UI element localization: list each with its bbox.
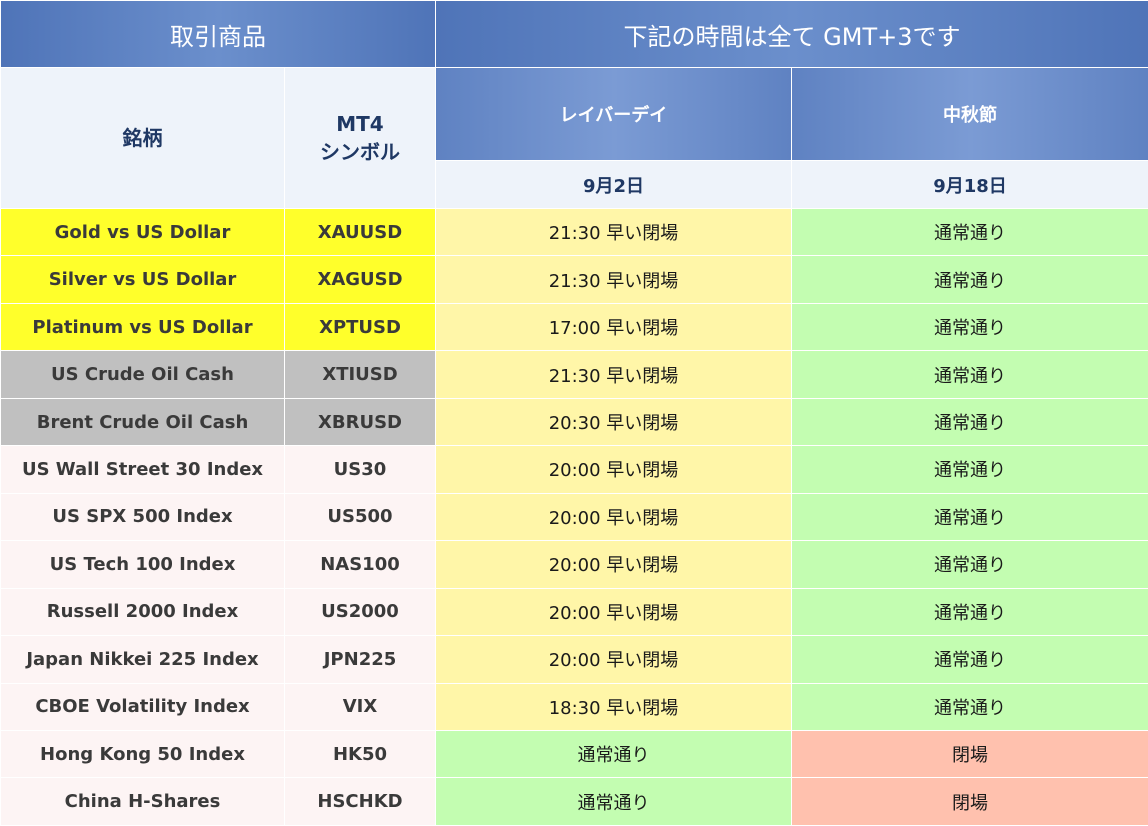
mid-autumn-schedule: 通常通り xyxy=(790,302,1148,352)
instrument-symbol: VIX xyxy=(284,682,436,731)
table-row: China H-Shares HSCHKD 通常通り 閉場 xyxy=(0,777,1148,826)
table-row: Silver vs US Dollar XAGUSD 21:30 早い閉場 通常通り xyxy=(0,255,1148,304)
table-row: Russell 2000 Index US2000 20:00 早い閉場 通常通り xyxy=(0,587,1148,637)
timezone-header: 下記の時間は全て GMT+3です xyxy=(434,0,1148,68)
instrument-name: US Wall Street 30 Index xyxy=(0,445,285,494)
mid-autumn-schedule: 通常通り xyxy=(790,397,1148,447)
table-row: US Wall Street 30 Index US30 20:00 早い閉場 通常通… xyxy=(0,445,1148,494)
mid-autumn-schedule: 通常通り xyxy=(790,207,1148,257)
table-row: Platinum vs US Dollar XPTUSD 17:00 早い閉場 通常通… xyxy=(0,302,1148,352)
labor-day-schedule: 20:00 早い閉場 xyxy=(435,445,792,494)
table-row: US Crude Oil Cash XTIUSD 21:30 早い閉場 通常通り xyxy=(0,350,1148,399)
instrument-symbol: XAGUSD xyxy=(284,255,436,304)
instrument-symbol: NAS100 xyxy=(284,540,436,589)
instrument-name: Silver vs US Dollar xyxy=(0,255,285,304)
instrument-symbol: XPTUSD xyxy=(284,302,436,352)
instrument-name: Russell 2000 Index xyxy=(0,587,285,637)
holiday-date-row: 9月2日 9月18日 xyxy=(1,160,1148,209)
instrument-symbol: US500 xyxy=(284,492,436,542)
labor-day-schedule: 20:00 早い閉場 xyxy=(435,635,792,684)
holiday-name-row: 銘柄 MT4 シンボル レイバーデイ 中秋節 xyxy=(0,67,1148,209)
instrument-name: Gold vs US Dollar xyxy=(0,207,285,257)
symbol-column-header: MT4 シンボル xyxy=(284,67,436,209)
labor-day-schedule: 21:30 早い閉場 xyxy=(435,350,792,399)
date-mid-autumn: 9月18日 xyxy=(790,160,1148,209)
mid-autumn-schedule: 通常通り xyxy=(790,635,1148,684)
labor-day-schedule: 通常通り xyxy=(435,777,792,826)
mid-autumn-schedule: 通常通り xyxy=(790,587,1148,637)
labor-day-schedule: 21:30 早い閉場 xyxy=(435,207,792,257)
instrument-name: China H-Shares xyxy=(0,777,285,826)
instrument-symbol: JPN225 xyxy=(284,635,436,684)
labor-day-schedule: 17:00 早い閉場 xyxy=(435,302,792,352)
mid-autumn-schedule: 通常通り xyxy=(790,350,1148,399)
mid-autumn-schedule: 通常通り xyxy=(790,682,1148,731)
instrument-name: Hong Kong 50 Index xyxy=(0,729,285,779)
table-row: CBOE Volatility Index VIX 18:30 早い閉場 通常通り xyxy=(0,682,1148,731)
labor-day-schedule: 20:00 早い閉場 xyxy=(435,587,792,637)
mid-autumn-schedule: 通常通り xyxy=(790,255,1148,304)
labor-day-schedule: 18:30 早い閉場 xyxy=(435,682,792,731)
name-column-header: 銘柄 xyxy=(0,67,285,209)
instrument-name: CBOE Volatility Index xyxy=(0,682,285,731)
labor-day-schedule: 21:30 早い閉場 xyxy=(435,255,792,304)
title-row: 取引商品 下記の時間は全て GMT+3です xyxy=(0,0,1148,68)
labor-day-schedule: 20:30 早い閉場 xyxy=(435,397,792,447)
instrument-name: Platinum vs US Dollar xyxy=(0,302,285,352)
mid-autumn-schedule: 閉場 xyxy=(790,777,1148,826)
labor-day-schedule: 通常通り xyxy=(435,729,792,779)
instrument-name: US SPX 500 Index xyxy=(0,492,285,542)
instrument-name: Japan Nikkei 225 Index xyxy=(0,635,285,684)
symbol-header-line1: MT4 xyxy=(336,112,384,136)
table-row: Japan Nikkei 225 Index JPN225 20:00 早い閉場 通常… xyxy=(0,635,1148,684)
holiday-labor-day: レイバーデイ xyxy=(435,67,792,161)
table-row: US SPX 500 Index US500 20:00 早い閉場 通常通り xyxy=(0,492,1148,542)
symbol-header-line2: シンボル xyxy=(320,140,400,164)
labor-day-schedule: 20:00 早い閉場 xyxy=(435,540,792,589)
instrument-symbol: XAUUSD xyxy=(284,207,436,257)
table-row: US Tech 100 Index NAS100 20:00 早い閉場 通常通り xyxy=(0,540,1148,589)
table-row: Hong Kong 50 Index HK50 通常通り 閉場 xyxy=(0,729,1148,779)
instrument-symbol: HK50 xyxy=(284,729,436,779)
table-row: Brent Crude Oil Cash XBRUSD 20:30 早い閉場 通常通り xyxy=(0,397,1148,447)
mid-autumn-schedule: 通常通り xyxy=(790,540,1148,589)
mid-autumn-schedule: 閉場 xyxy=(790,729,1148,779)
mid-autumn-schedule: 通常通り xyxy=(790,445,1148,494)
labor-day-schedule: 20:00 早い閉場 xyxy=(435,492,792,542)
instrument-symbol: HSCHKD xyxy=(284,777,436,826)
instrument-name: US Tech 100 Index xyxy=(0,540,285,589)
instrument-symbol: US30 xyxy=(284,445,436,494)
instrument-symbol: XBRUSD xyxy=(284,397,436,447)
table-row: Gold vs US Dollar XAUUSD 21:30 早い閉場 通常通り xyxy=(0,207,1148,257)
date-labor-day: 9月2日 xyxy=(435,160,792,209)
instrument-symbol: US2000 xyxy=(284,587,436,637)
instrument-name: Brent Crude Oil Cash xyxy=(0,397,285,447)
instruments-header: 取引商品 xyxy=(0,0,436,68)
instrument-rows: Gold vs US Dollar XAUUSD 21:30 早い閉場 通常通り Sil… xyxy=(0,207,1148,826)
instrument-symbol: XTIUSD xyxy=(284,350,436,399)
mid-autumn-schedule: 通常通り xyxy=(790,492,1148,542)
instrument-name: US Crude Oil Cash xyxy=(0,350,285,399)
holiday-mid-autumn: 中秋節 xyxy=(790,67,1148,161)
